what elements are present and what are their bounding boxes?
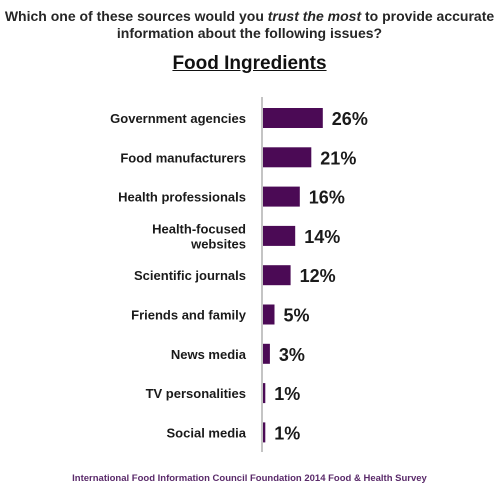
bar	[263, 108, 323, 128]
value-label: 26%	[332, 109, 368, 129]
category-label: Social media	[167, 425, 247, 440]
category-label: Friends and family	[131, 308, 247, 323]
bar	[263, 343, 270, 364]
value-label: 12%	[300, 266, 336, 286]
question-text-emphasis: trust the most	[267, 8, 362, 24]
bar	[263, 304, 275, 325]
bar	[263, 422, 266, 443]
question-text-end: to provide accurate information about th…	[116, 8, 495, 41]
question-text: Which one of these sources would you tru…	[0, 8, 499, 42]
category-label: Government agencies	[110, 111, 246, 126]
category-label: Food manufacturers	[120, 150, 246, 165]
category-label: Health-focused	[152, 221, 246, 236]
value-label: 5%	[284, 306, 310, 326]
value-label: 3%	[279, 345, 305, 365]
category-label: TV personalities	[146, 386, 246, 401]
bar	[263, 147, 312, 168]
category-label: News media	[171, 347, 247, 362]
category-label: Health professionals	[118, 190, 246, 205]
category-label: Scientific journals	[134, 268, 246, 283]
bar	[263, 186, 300, 207]
question-text-start: Which one of these sources would you	[4, 8, 268, 24]
bar	[263, 225, 296, 246]
chart-subtitle: Food Ingredients	[172, 53, 327, 74]
bar	[263, 383, 266, 404]
value-label: 21%	[320, 148, 356, 168]
category-label: websites	[190, 236, 246, 251]
value-label: 14%	[304, 227, 340, 247]
value-label: 16%	[309, 188, 345, 208]
value-label: 1%	[274, 423, 300, 443]
source-note: International Food Information Council F…	[72, 473, 427, 484]
value-label: 1%	[274, 384, 300, 404]
bar	[263, 265, 291, 286]
